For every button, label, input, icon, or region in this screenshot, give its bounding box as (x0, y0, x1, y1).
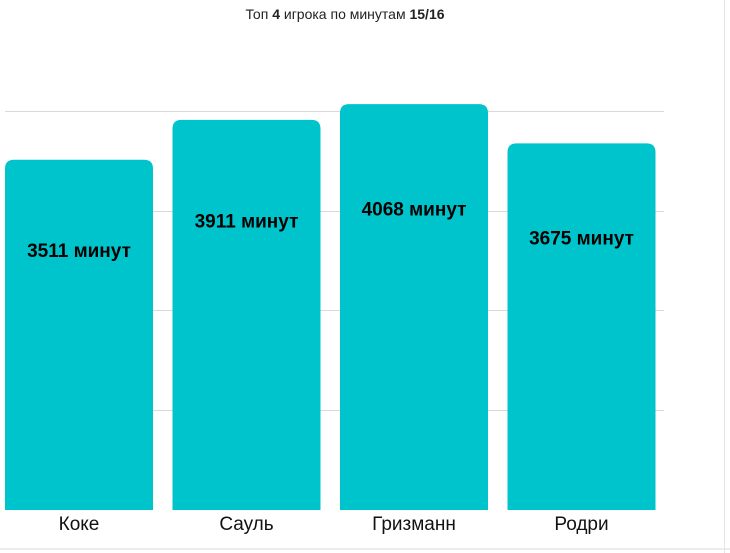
category-label-3: Гризманн (372, 514, 456, 535)
title-part-1: Топ (245, 6, 273, 22)
right-divider (724, 0, 725, 553)
bottom-divider (0, 548, 730, 550)
category-label-1: Коке (59, 514, 100, 535)
chart-title: Топ 4 игрока по минутам 15/16 (0, 6, 690, 22)
title-part-2: 4 (272, 6, 280, 22)
bar-4[interactable] (507, 143, 656, 511)
bar-2[interactable] (172, 119, 321, 510)
category-label-2: Сауль (219, 514, 273, 535)
title-part-3: игрока по минутам (279, 6, 410, 22)
data-label-1: 3511 минут (27, 241, 131, 262)
category-label-4: Родри (554, 514, 608, 535)
bar-1[interactable] (5, 159, 153, 510)
data-label-4: 3675 минут (529, 229, 634, 250)
bar-3[interactable] (340, 104, 488, 510)
data-label-3: 4068 минут (362, 200, 467, 221)
data-label-2: 3911 минут (195, 211, 299, 232)
title-part-4: 15/16 (409, 6, 445, 22)
